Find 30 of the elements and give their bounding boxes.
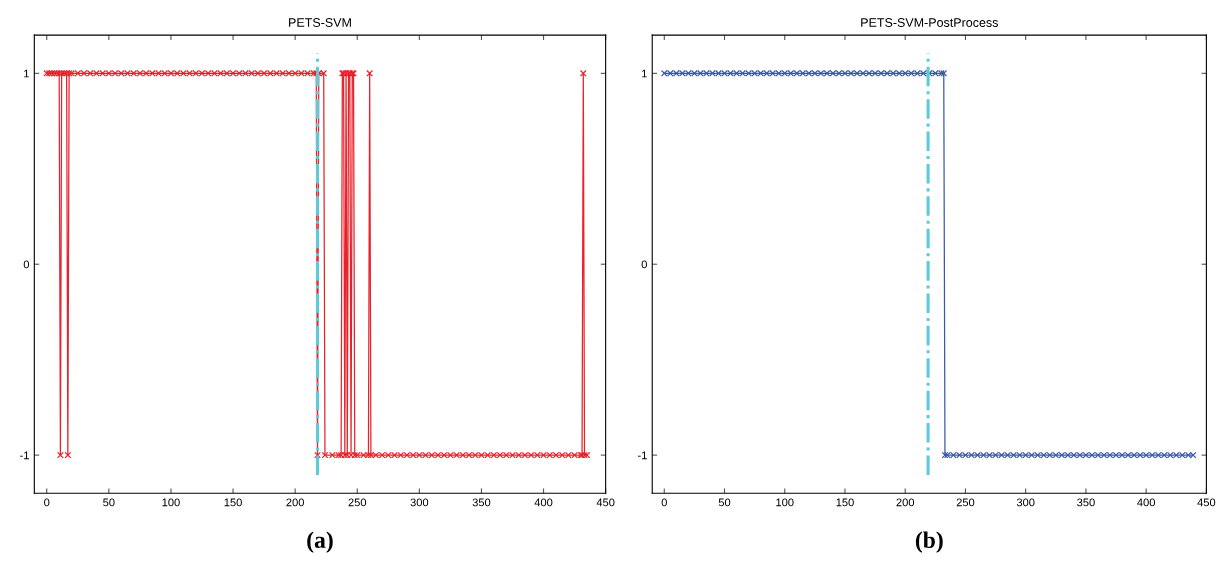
chart-title: PETS-SVM (289, 18, 351, 27)
x-tick-label: 150 (224, 498, 242, 507)
x-tick-label: 250 (348, 498, 367, 507)
x-tick-label: 350 (472, 498, 491, 507)
x-tick-label: 200 (286, 498, 304, 507)
y-tick-label: 1 (24, 69, 29, 78)
x-tick-label: 200 (896, 498, 915, 507)
x-tick-label: 100 (162, 498, 180, 507)
chart-title: PETS-SVM-PostProcess (861, 18, 998, 27)
y-tick-label: 0 (23, 260, 30, 269)
x-tick-label: 300 (1016, 498, 1035, 507)
x-tick-label: 400 (1137, 498, 1155, 507)
x-tick-label: 250 (956, 498, 975, 507)
x-tick-label: 100 (776, 498, 794, 507)
y-tick-label: -1 (637, 451, 647, 460)
x-tick-label: 300 (410, 498, 429, 507)
x-tick-label: 150 (836, 498, 854, 507)
x-tick-label: 400 (534, 498, 553, 507)
text: (b) (915, 531, 943, 553)
x-tick-label: 450 (1197, 498, 1216, 507)
x-tick-label: 50 (718, 498, 731, 507)
y-tick-label: 1 (642, 69, 647, 78)
x-tick-label: 50 (103, 498, 115, 507)
x-tick-label: 0 (661, 498, 667, 507)
x-tick-label: 350 (1077, 498, 1095, 507)
text: (a) (307, 531, 333, 553)
x-tick-label: 0 (44, 498, 50, 507)
y-tick-label: -1 (20, 451, 29, 460)
x-tick-label: 450 (596, 498, 615, 507)
y-tick-label: 0 (641, 260, 647, 269)
